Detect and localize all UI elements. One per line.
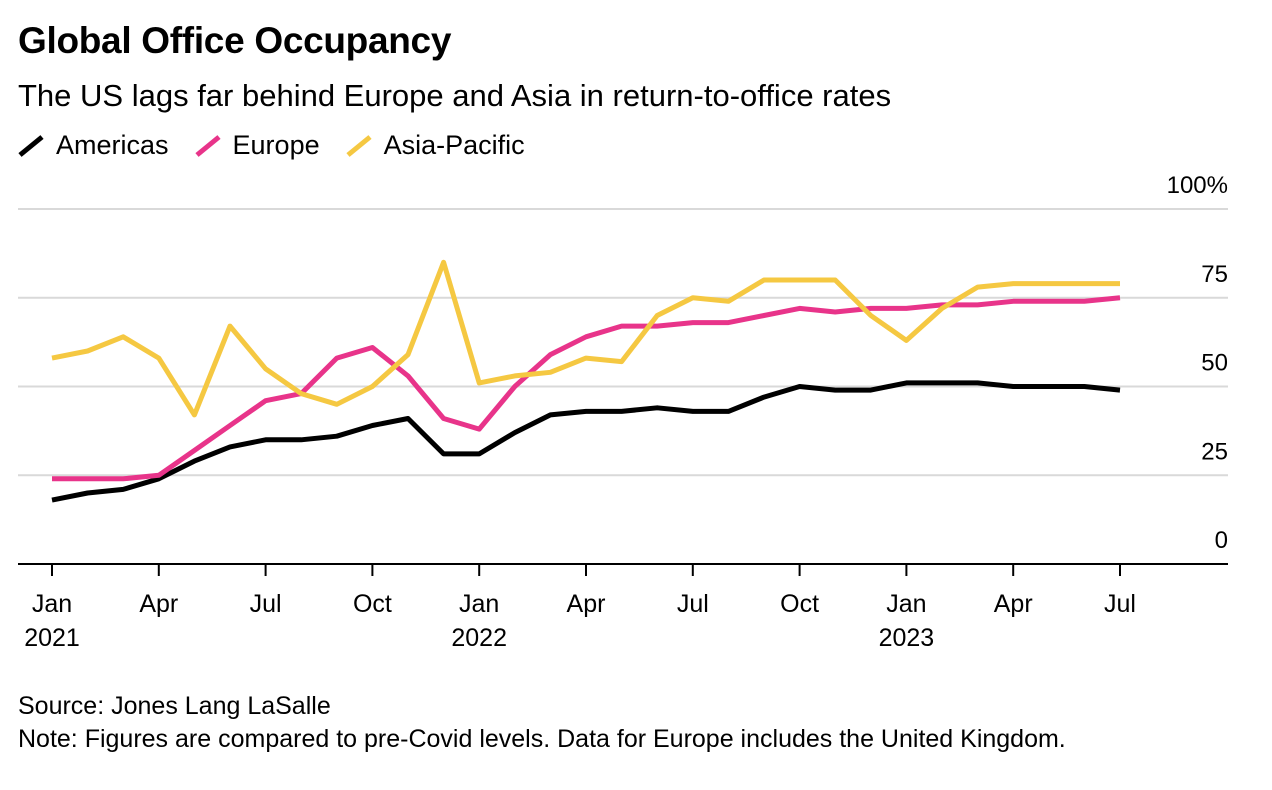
y-tick-label: 75 bbox=[1201, 261, 1228, 288]
legend-swatch-europe bbox=[194, 134, 221, 157]
series-line-americas bbox=[51, 380, 1121, 503]
legend-swatch-asia-pacific bbox=[346, 134, 372, 157]
x-tick-label: Jan bbox=[459, 590, 499, 618]
series-line-asia-pacific bbox=[51, 259, 1120, 418]
chart-subtitle: The US lags far behind Europe and Asia i… bbox=[18, 78, 892, 113]
x-tick-year-label: 2021 bbox=[24, 624, 80, 652]
legend-item-europe: Europe bbox=[194, 130, 320, 161]
x-tick-year-label: 2023 bbox=[879, 624, 935, 652]
x-tick-label: Jan bbox=[886, 590, 926, 618]
legend: Americas Europe Asia-Pacific bbox=[18, 130, 551, 161]
legend-label-asia-pacific: Asia-Pacific bbox=[383, 130, 525, 160]
y-tick-label: 25 bbox=[1201, 438, 1228, 465]
legend-label-americas: Americas bbox=[56, 130, 169, 160]
x-tick-label: Apr bbox=[567, 590, 606, 618]
legend-swatch-americas bbox=[18, 134, 44, 157]
footnotes: Source: Jones Lang LaSalle Note: Figures… bbox=[18, 690, 1066, 756]
x-tick-year-label: 2022 bbox=[451, 624, 507, 652]
data-note: Note: Figures are compared to pre-Covid … bbox=[18, 725, 1066, 753]
y-tick-label: 100% bbox=[1167, 172, 1228, 199]
legend-item-asia-pacific: Asia-Pacific bbox=[346, 130, 525, 161]
x-tick-label: Jan bbox=[32, 590, 72, 618]
x-tick-label: Oct bbox=[780, 590, 819, 618]
y-tick-label: 0 bbox=[1215, 527, 1228, 554]
x-tick-label: Jul bbox=[677, 590, 709, 618]
x-tick-label: Jul bbox=[1104, 590, 1136, 618]
series-line-europe bbox=[52, 295, 1121, 482]
source-note: Source: Jones Lang LaSalle bbox=[18, 692, 331, 720]
legend-item-americas: Americas bbox=[18, 130, 169, 161]
x-tick-label: Jul bbox=[250, 590, 282, 618]
x-tick-label: Oct bbox=[353, 590, 392, 618]
legend-label-europe: Europe bbox=[232, 130, 320, 160]
chart-title: Global Office Occupancy bbox=[18, 20, 452, 61]
x-tick-label: Apr bbox=[139, 590, 178, 618]
x-tick-label: Apr bbox=[994, 590, 1033, 618]
y-tick-label: 50 bbox=[1201, 350, 1228, 377]
